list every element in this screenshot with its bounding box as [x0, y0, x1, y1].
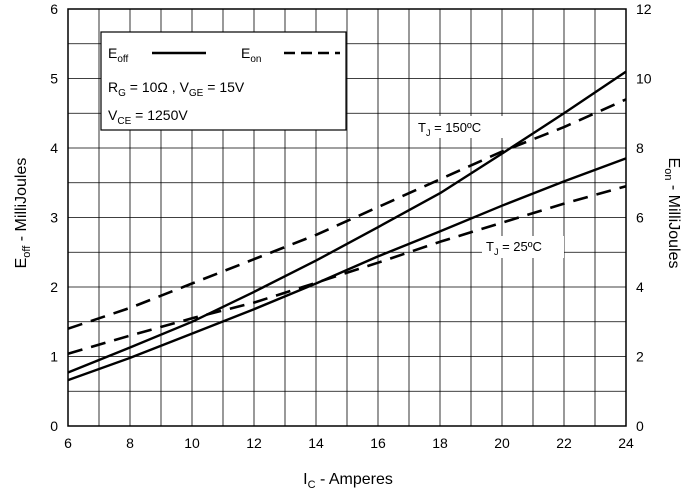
x-axis-label-rest: - Amperes	[316, 471, 393, 488]
x-tick-label: 16	[370, 435, 386, 451]
y-right-tick-label: 2	[636, 349, 644, 365]
annotation-tj-25: TJ = 25ºC	[482, 236, 564, 258]
x-axis-label-sub: C	[308, 479, 316, 491]
y-left-tick-label: 5	[50, 71, 58, 87]
annotation-tj-150: TJ = 150ºC	[414, 116, 506, 138]
legend-eoff-sub: off	[117, 54, 128, 65]
y-left-axis-label: Eoff - MilliJoules	[13, 158, 33, 269]
annot-tj150-main: T	[418, 120, 426, 135]
y-left-tick-label: 3	[50, 210, 58, 226]
y-left-tick-label: 0	[50, 418, 58, 434]
x-tick-label: 22	[556, 435, 572, 451]
y-right-axis-label: Eon - MilliJoules	[662, 158, 682, 269]
y-right-tick-label: 0	[636, 418, 644, 434]
y-right-label-main: E	[665, 158, 682, 169]
y-left-tick-label: 1	[50, 349, 58, 365]
y-left-tick-label: 6	[50, 1, 58, 17]
legend-eoff-main: E	[108, 45, 117, 61]
x-tick-label: 20	[494, 435, 510, 451]
x-tick-label: 12	[246, 435, 262, 451]
annot-tj25-main: T	[486, 239, 494, 254]
x-tick-label: 10	[184, 435, 200, 451]
legend-vge-rest: = 15V	[203, 79, 245, 95]
annot-tj150-rest: = 150ºC	[430, 120, 481, 135]
legend-vge-sub: GE	[189, 88, 204, 99]
x-axis-label: IC - Amperes	[303, 471, 393, 491]
y-right-tick-label: 12	[636, 1, 652, 17]
legend-rg-main: R	[108, 79, 118, 95]
x-tick-label: 6	[64, 435, 72, 451]
y-right-tick-label: 10	[636, 71, 652, 87]
y-left-tick-label: 2	[50, 279, 58, 295]
x-tick-label: 18	[432, 435, 448, 451]
y-left-label-main: E	[13, 258, 30, 269]
y-right-tick-label: 4	[636, 279, 644, 295]
legend: Eoff Eon RG = 10Ω , VGE = 15V VCE = 1250…	[101, 32, 346, 130]
y-right-tick-label: 6	[636, 210, 644, 226]
y-right-tick-label: 8	[636, 140, 644, 156]
x-tick-label: 24	[618, 435, 634, 451]
y-left-label-rest: - MilliJoules	[13, 158, 30, 246]
y-right-label-rest: - MilliJoules	[665, 180, 682, 268]
legend-vce-rest: = 1250V	[131, 107, 188, 123]
legend-rg-rest: = 10Ω , V	[126, 79, 190, 95]
y-left-label-sub: off	[21, 245, 33, 258]
y-left-tick-label: 4	[50, 140, 58, 156]
legend-vce-sub: CE	[117, 116, 131, 127]
x-tick-label: 8	[126, 435, 134, 451]
x-tick-label: 14	[308, 435, 324, 451]
y-right-label-sub: on	[662, 168, 674, 180]
annot-tj25-rest: = 25ºC	[498, 239, 541, 254]
legend-eon-sub: on	[250, 54, 261, 65]
legend-eon-main: E	[241, 45, 250, 61]
